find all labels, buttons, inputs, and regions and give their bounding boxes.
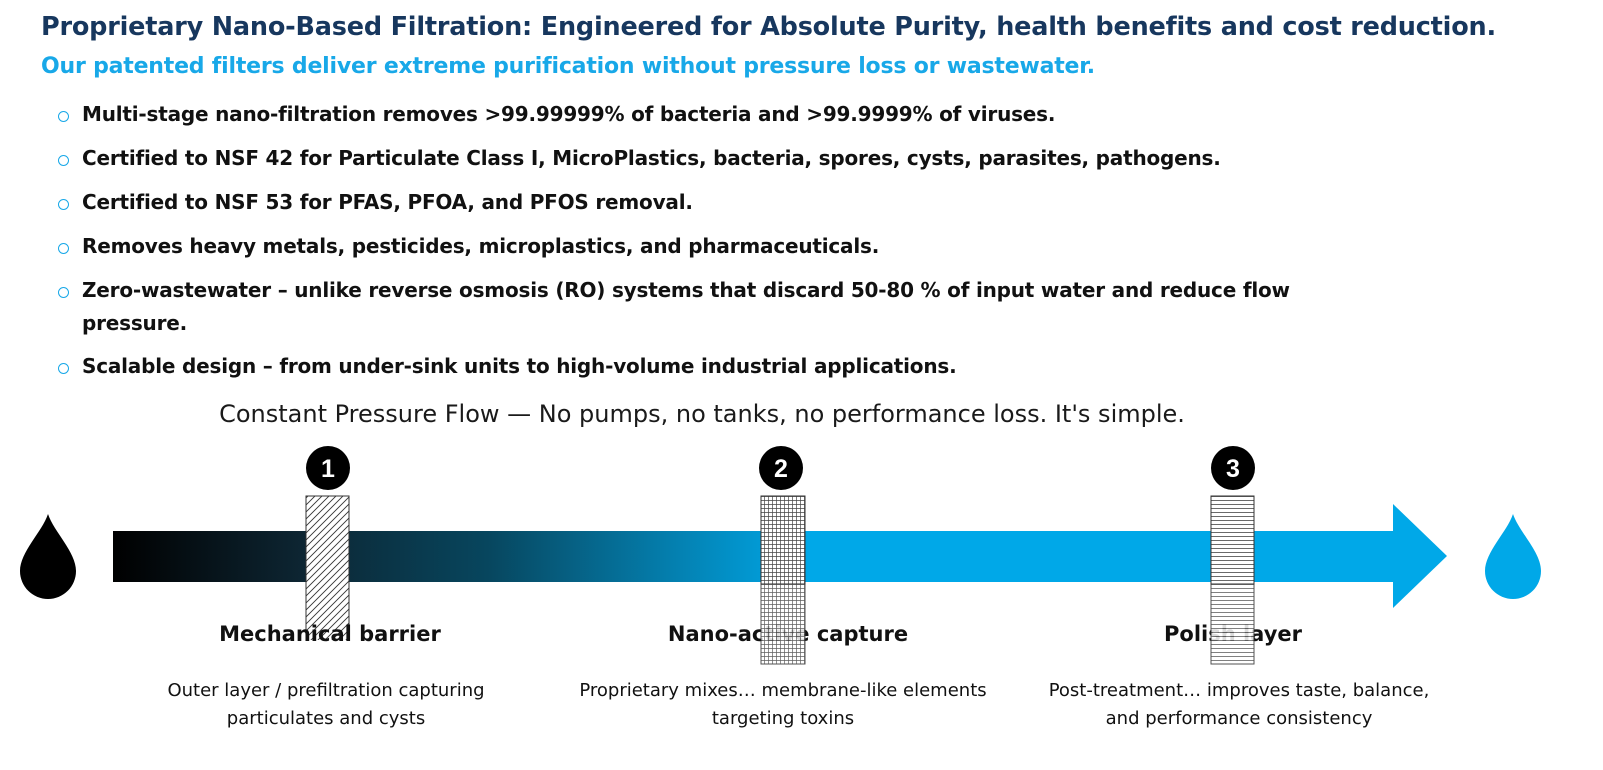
water-drop-icon [1485, 514, 1541, 599]
feature-item: Certified to NSF 42 for Particulate Clas… [58, 142, 1328, 175]
feature-text: Certified to NSF 53 for PFAS, PFOA, and … [82, 190, 693, 214]
feature-item: Removes heavy metals, pesticides, microp… [58, 230, 1328, 263]
filter-layer-polish [1210, 495, 1255, 585]
feature-text: Zero-wastewater – unlike reverse osmosis… [82, 278, 1290, 335]
stage-description: Outer layer / prefiltration capturing pa… [167, 680, 485, 729]
stage-number: 3 [1226, 455, 1240, 483]
feature-text: Scalable design – from under-sink units … [82, 354, 957, 378]
circle-bullet-icon [58, 243, 69, 254]
stage-number-badge: 2 [759, 446, 803, 490]
page-title: Proprietary Nano-Based Filtration: Engin… [41, 12, 1496, 42]
stage-title: Polish layer [1164, 622, 1302, 646]
circle-bullet-icon [58, 155, 69, 166]
feature-item: Zero-wastewater – unlike reverse osmosis… [58, 274, 1328, 340]
stage-number: 2 [774, 455, 788, 483]
stage-title: Nano-active capture [667, 622, 909, 646]
stage-number: 1 [321, 455, 335, 483]
stage-description: Proprietary mixes… membrane-like element… [579, 680, 987, 729]
feature-text: Multi-stage nano-filtration removes >99.… [82, 102, 1056, 126]
circle-bullet-icon [58, 199, 69, 210]
water-drop-icon [20, 514, 76, 599]
circle-bullet-icon [58, 287, 69, 298]
stage-description: Post-treatment… improves taste, balance,… [1048, 680, 1430, 729]
filter-layer-nano-active [760, 495, 806, 585]
feature-item: Certified to NSF 53 for PFAS, PFOA, and … [58, 186, 1328, 219]
flow-caption: Constant Pressure Flow — No pumps, no ta… [219, 400, 1185, 428]
feature-item: Multi-stage nano-filtration removes >99.… [58, 98, 1328, 131]
stage-number-badge: 1 [306, 446, 350, 490]
filter-layer-mechanical [305, 495, 350, 640]
stage-number-badge: 3 [1211, 446, 1255, 490]
feature-text: Certified to NSF 42 for Particulate Clas… [82, 146, 1221, 170]
circle-bullet-icon [58, 111, 69, 122]
page-subtitle: Our patented filters deliver extreme pur… [41, 54, 1095, 79]
stage-title: Mechanical barrier [219, 622, 441, 646]
feature-item: Scalable design – from under-sink units … [58, 350, 1328, 383]
feature-text: Removes heavy metals, pesticides, microp… [82, 234, 880, 258]
circle-bullet-icon [58, 363, 69, 374]
filtration-flow-diagram: 1 2 3 [20, 446, 1541, 640]
